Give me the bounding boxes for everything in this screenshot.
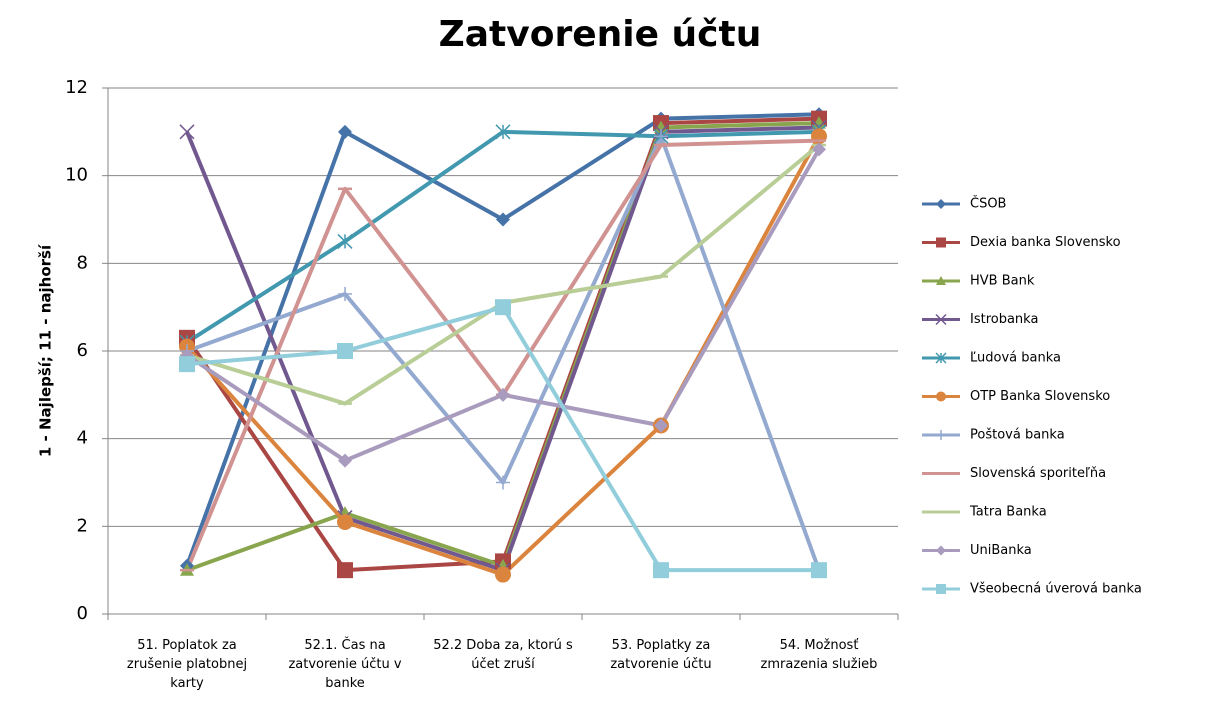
x-tick-label: 52.1. Čas na zatvorenie účtu v banke [288,638,402,691]
marker [337,233,353,249]
marker [496,475,510,490]
marker [936,237,946,248]
legend-label: OTP Banka Slovensko [970,389,1110,404]
marker [811,562,827,579]
y-tick-label: 4 [77,428,88,449]
legend-label: Istrobanka [970,312,1038,327]
legend-label: HVB Bank [970,274,1035,289]
marker [179,356,195,373]
y-tick-label: 12 [65,77,88,98]
marker [654,120,668,134]
marker [338,124,352,139]
marker [338,453,352,468]
legend-label: UniBanka [970,543,1032,558]
marker [935,313,947,326]
legend-label: Dexia banka Slovensko [970,235,1121,250]
marker [496,212,510,227]
chart-title: Zatvorenie účtu [439,14,762,55]
legend-label: Ľudová banka [970,351,1061,366]
marker [495,124,511,140]
marker [812,142,826,157]
marker [936,545,946,556]
marker [654,418,668,433]
marker [935,352,947,364]
series-line [186,134,821,571]
marker [337,513,353,530]
marker [936,199,946,209]
marker [337,562,353,579]
legend-label: Poštová banka [970,428,1065,443]
y-tick-label: 0 [77,603,88,624]
marker [936,276,946,285]
series-line [186,121,820,573]
y-tick-label: 10 [65,165,88,186]
series-line [185,125,820,573]
marker [936,391,946,402]
marker [936,430,946,440]
legend-label: Všeobecná úverová banka [970,582,1142,597]
marker [654,129,668,144]
legend-label: Tatra Banka [969,505,1047,520]
x-tick-label: 54. Možnosť zmrazenia služieb [760,638,878,672]
marker [936,584,946,594]
marker [337,343,353,359]
marker [653,562,669,579]
marker [496,387,510,402]
legend-label: ČSOB [970,196,1006,212]
marker [338,287,352,302]
marker [812,116,826,129]
y-tick-label: 8 [77,252,88,273]
marker [495,566,511,583]
marker [495,299,511,316]
x-tick-label: 51. Poplatok za zrušenie platobnej karty [126,638,248,691]
marker [179,124,195,140]
x-tick-label: 53. Poplatky za zatvorenie účtu [610,638,712,672]
x-tick-label: 52.2 Doba za, ktorú s účet zruší [433,638,573,672]
y-tick-label: 6 [77,340,88,361]
y-tick-label: 2 [77,515,88,536]
y-axis-label: 1 - Najlepší; 11 - najhorší [37,244,55,457]
legend-label: Slovenská sporiteľňa [970,466,1106,481]
